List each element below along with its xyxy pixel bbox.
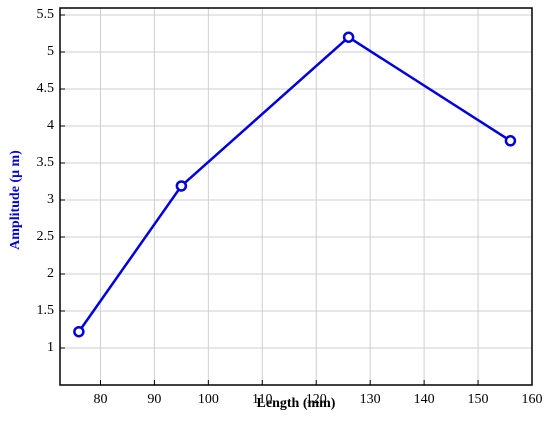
y-tick-label: 2 — [47, 266, 54, 281]
y-tick-label: 3 — [47, 192, 54, 207]
x-tick-label: 160 — [522, 392, 543, 407]
y-tick-label: 1.5 — [37, 303, 55, 318]
y-tick-label: 3.5 — [37, 155, 55, 170]
plot-frame — [59, 7, 533, 386]
y-axis-label: Amplitude (μ m) — [8, 150, 23, 250]
y-tick-label: 5.5 — [37, 7, 55, 22]
data-point — [175, 180, 188, 192]
x-tick-label: 120 — [306, 392, 327, 407]
x-tick-label: 110 — [252, 392, 272, 407]
data-line — [77, 35, 512, 333]
data-point — [342, 31, 355, 43]
x-tick-label: 130 — [360, 392, 381, 407]
data-point — [504, 135, 517, 147]
y-tick-label: 4.5 — [37, 81, 55, 96]
plot-area — [60, 8, 532, 385]
x-tick-label: 80 — [93, 392, 107, 407]
x-tick-label: 140 — [414, 392, 435, 407]
x-tick-label: 150 — [468, 392, 489, 407]
y-tick-label: 5 — [47, 44, 54, 59]
x-tick-label: 90 — [147, 392, 161, 407]
y-tick-label: 1 — [47, 340, 54, 355]
y-tick-label: 4 — [47, 118, 54, 133]
x-axis-label: Length (mm) — [257, 396, 336, 411]
x-tick-label: 100 — [198, 392, 219, 407]
data-point — [73, 325, 85, 338]
y-tick-label: 2.5 — [37, 229, 55, 244]
